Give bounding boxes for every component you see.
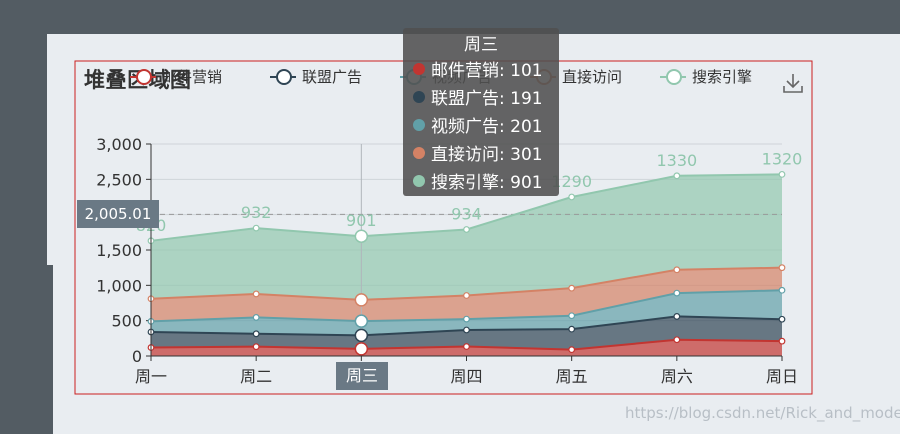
data-label: 901	[346, 211, 377, 230]
axis-pointer-x-label: 周三	[336, 362, 388, 390]
tooltip-dot-icon	[413, 175, 425, 187]
y-tick-label: 1,000	[96, 276, 142, 295]
y-tick-label: 0	[132, 347, 142, 366]
legend-dot-icon	[666, 69, 682, 85]
data-point	[354, 342, 369, 356]
tooltip-row: 直接访问: 301	[413, 140, 543, 165]
legend-label: 搜索引擎	[692, 68, 753, 86]
data-point	[778, 337, 786, 345]
area-直接访问	[151, 267, 782, 322]
data-label: 932	[241, 203, 272, 222]
watermark: https://blog.csdn.net/Rick_and_mode	[625, 404, 900, 422]
data-point	[463, 326, 470, 334]
tooltip-title: 周三	[464, 35, 498, 55]
legend-label: 直接访问	[562, 68, 623, 86]
data-point	[354, 328, 369, 343]
data-label: 934	[451, 205, 482, 224]
data-point	[778, 315, 786, 323]
tooltip-dot-icon	[413, 91, 425, 103]
data-point	[778, 264, 786, 272]
legend-label: 邮件营销	[162, 68, 223, 86]
tooltip-row: 视频广告: 201	[413, 112, 543, 137]
data-point	[354, 229, 369, 243]
x-tick-label: 周一	[135, 367, 167, 386]
x-tick-label: 周二	[240, 367, 272, 386]
data-point	[778, 286, 786, 294]
data-point	[568, 193, 576, 201]
tooltip-text: 搜索引擎: 901	[431, 173, 543, 193]
data-point	[463, 292, 470, 299]
area-搜索引擎	[151, 174, 782, 300]
x-tick-label: 周日	[766, 367, 798, 386]
tooltip: 周三 邮件营销: 101 联盟广告: 191 视频广告: 201 直接访问: 301 搜…	[403, 28, 559, 196]
tooltip-dot-icon	[413, 119, 425, 131]
x-tick-label: 周五	[556, 367, 588, 386]
data-point	[568, 284, 576, 292]
data-point	[673, 172, 681, 180]
y-tick-label: 2,500	[96, 170, 142, 189]
data-label: 1320	[762, 149, 803, 168]
data-point	[568, 346, 576, 354]
data-point	[252, 343, 260, 351]
y-tick-label: 500	[111, 312, 142, 331]
data-point	[778, 170, 786, 178]
data-point	[463, 315, 470, 323]
x-tick-label: 周四	[450, 367, 482, 386]
data-point	[673, 313, 681, 320]
legend-label: 联盟广告	[302, 68, 363, 86]
axis-pointer-y-label: 2,005.01	[77, 200, 159, 228]
data-point	[252, 314, 260, 321]
x-tick-label: 周六	[661, 367, 693, 386]
data-label: 1330	[656, 151, 697, 170]
data-point	[673, 289, 681, 297]
data-label: 1290	[551, 172, 592, 191]
tooltip-text: 联盟广告: 191	[431, 89, 543, 109]
download-icon[interactable]	[782, 72, 804, 94]
tooltip-row: 联盟广告: 191	[413, 84, 543, 109]
data-point	[673, 336, 681, 344]
data-point	[354, 314, 369, 328]
data-point	[463, 343, 470, 350]
tooltip-text: 视频广告: 201	[431, 117, 543, 137]
area-视频广告	[151, 290, 782, 336]
data-point	[673, 266, 681, 274]
data-point	[463, 226, 470, 233]
tooltip-text: 邮件营销: 101	[431, 61, 543, 81]
y-tick-label: 3,000	[96, 135, 142, 154]
panel-left-shade	[47, 265, 53, 434]
data-point	[252, 330, 260, 338]
legend-dot-icon	[136, 69, 152, 85]
data-point	[568, 325, 576, 333]
tooltip-dot-icon	[413, 147, 425, 159]
tooltip-text: 直接访问: 301	[431, 145, 543, 165]
data-point	[354, 293, 369, 307]
y-tick-label: 1,500	[96, 241, 142, 260]
tooltip-dot-icon	[413, 63, 425, 75]
tooltip-row: 搜索引擎: 901	[413, 168, 543, 193]
tooltip-row: 邮件营销: 101	[413, 56, 543, 81]
data-point	[568, 312, 576, 320]
legend-dot-icon	[276, 69, 292, 85]
data-point	[252, 224, 260, 232]
data-point	[252, 290, 260, 298]
